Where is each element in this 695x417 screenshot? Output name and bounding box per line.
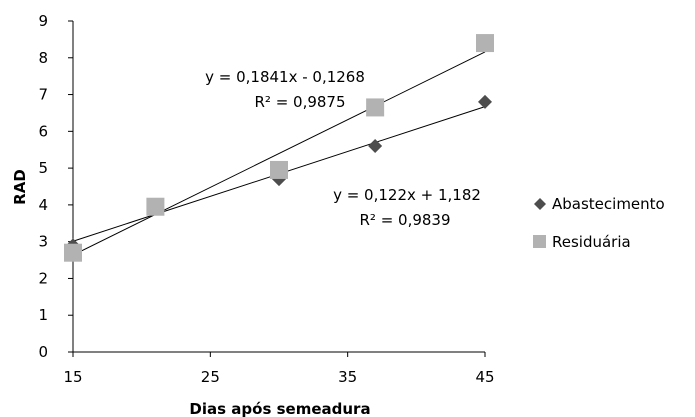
y-tick-label: 0 xyxy=(38,343,48,361)
point-abastecimento xyxy=(368,139,383,154)
y-tick-label: 1 xyxy=(38,306,48,324)
trendline-r2-residuaria: R² = 0,9875 xyxy=(254,93,345,111)
y-tick-label: 3 xyxy=(38,233,48,251)
point-residuaria xyxy=(476,34,494,53)
x-tick-label: 25 xyxy=(201,368,220,386)
y-tick-label: 8 xyxy=(38,49,48,67)
y-tick-label: 9 xyxy=(38,12,48,30)
point-abastecimento xyxy=(478,94,492,109)
legend-label-residuaria: Residuária xyxy=(552,233,631,251)
y-tick-label: 5 xyxy=(38,159,48,177)
legend-marker-abastecimento xyxy=(534,198,546,210)
point-residuaria xyxy=(270,160,288,179)
point-residuaria xyxy=(146,197,165,216)
point-residuaria xyxy=(64,243,82,262)
y-tick-label: 4 xyxy=(38,196,48,214)
legend: Abastecimento Residuária xyxy=(533,195,665,251)
x-axis-ticks: 15 25 35 45 xyxy=(63,352,495,386)
trendline-equation-abastecimento: y = 0,122x + 1,182 xyxy=(333,186,481,204)
trendline-equation-residuaria: y = 0,1841x - 0,1268 xyxy=(205,68,365,86)
y-axis-title: RAD xyxy=(11,169,29,205)
y-tick-label: 2 xyxy=(38,269,48,287)
x-tick-label: 45 xyxy=(475,368,494,386)
x-axis-title: Dias após semeadura xyxy=(189,400,370,417)
x-tick-label: 15 xyxy=(63,368,82,386)
y-tick-label: 7 xyxy=(38,86,48,104)
data-points xyxy=(64,34,494,262)
y-tick-label: 6 xyxy=(38,122,48,140)
point-residuaria xyxy=(366,98,385,117)
trendline-residuaria xyxy=(72,51,486,256)
legend-marker-residuaria xyxy=(533,235,546,248)
trendline-r2-abastecimento: R² = 0,9839 xyxy=(359,211,450,229)
legend-label-abastecimento: Abastecimento xyxy=(552,195,665,213)
y-axis-ticks: 0 1 2 3 4 5 6 7 8 9 xyxy=(38,12,73,361)
x-tick-label: 35 xyxy=(338,368,357,386)
